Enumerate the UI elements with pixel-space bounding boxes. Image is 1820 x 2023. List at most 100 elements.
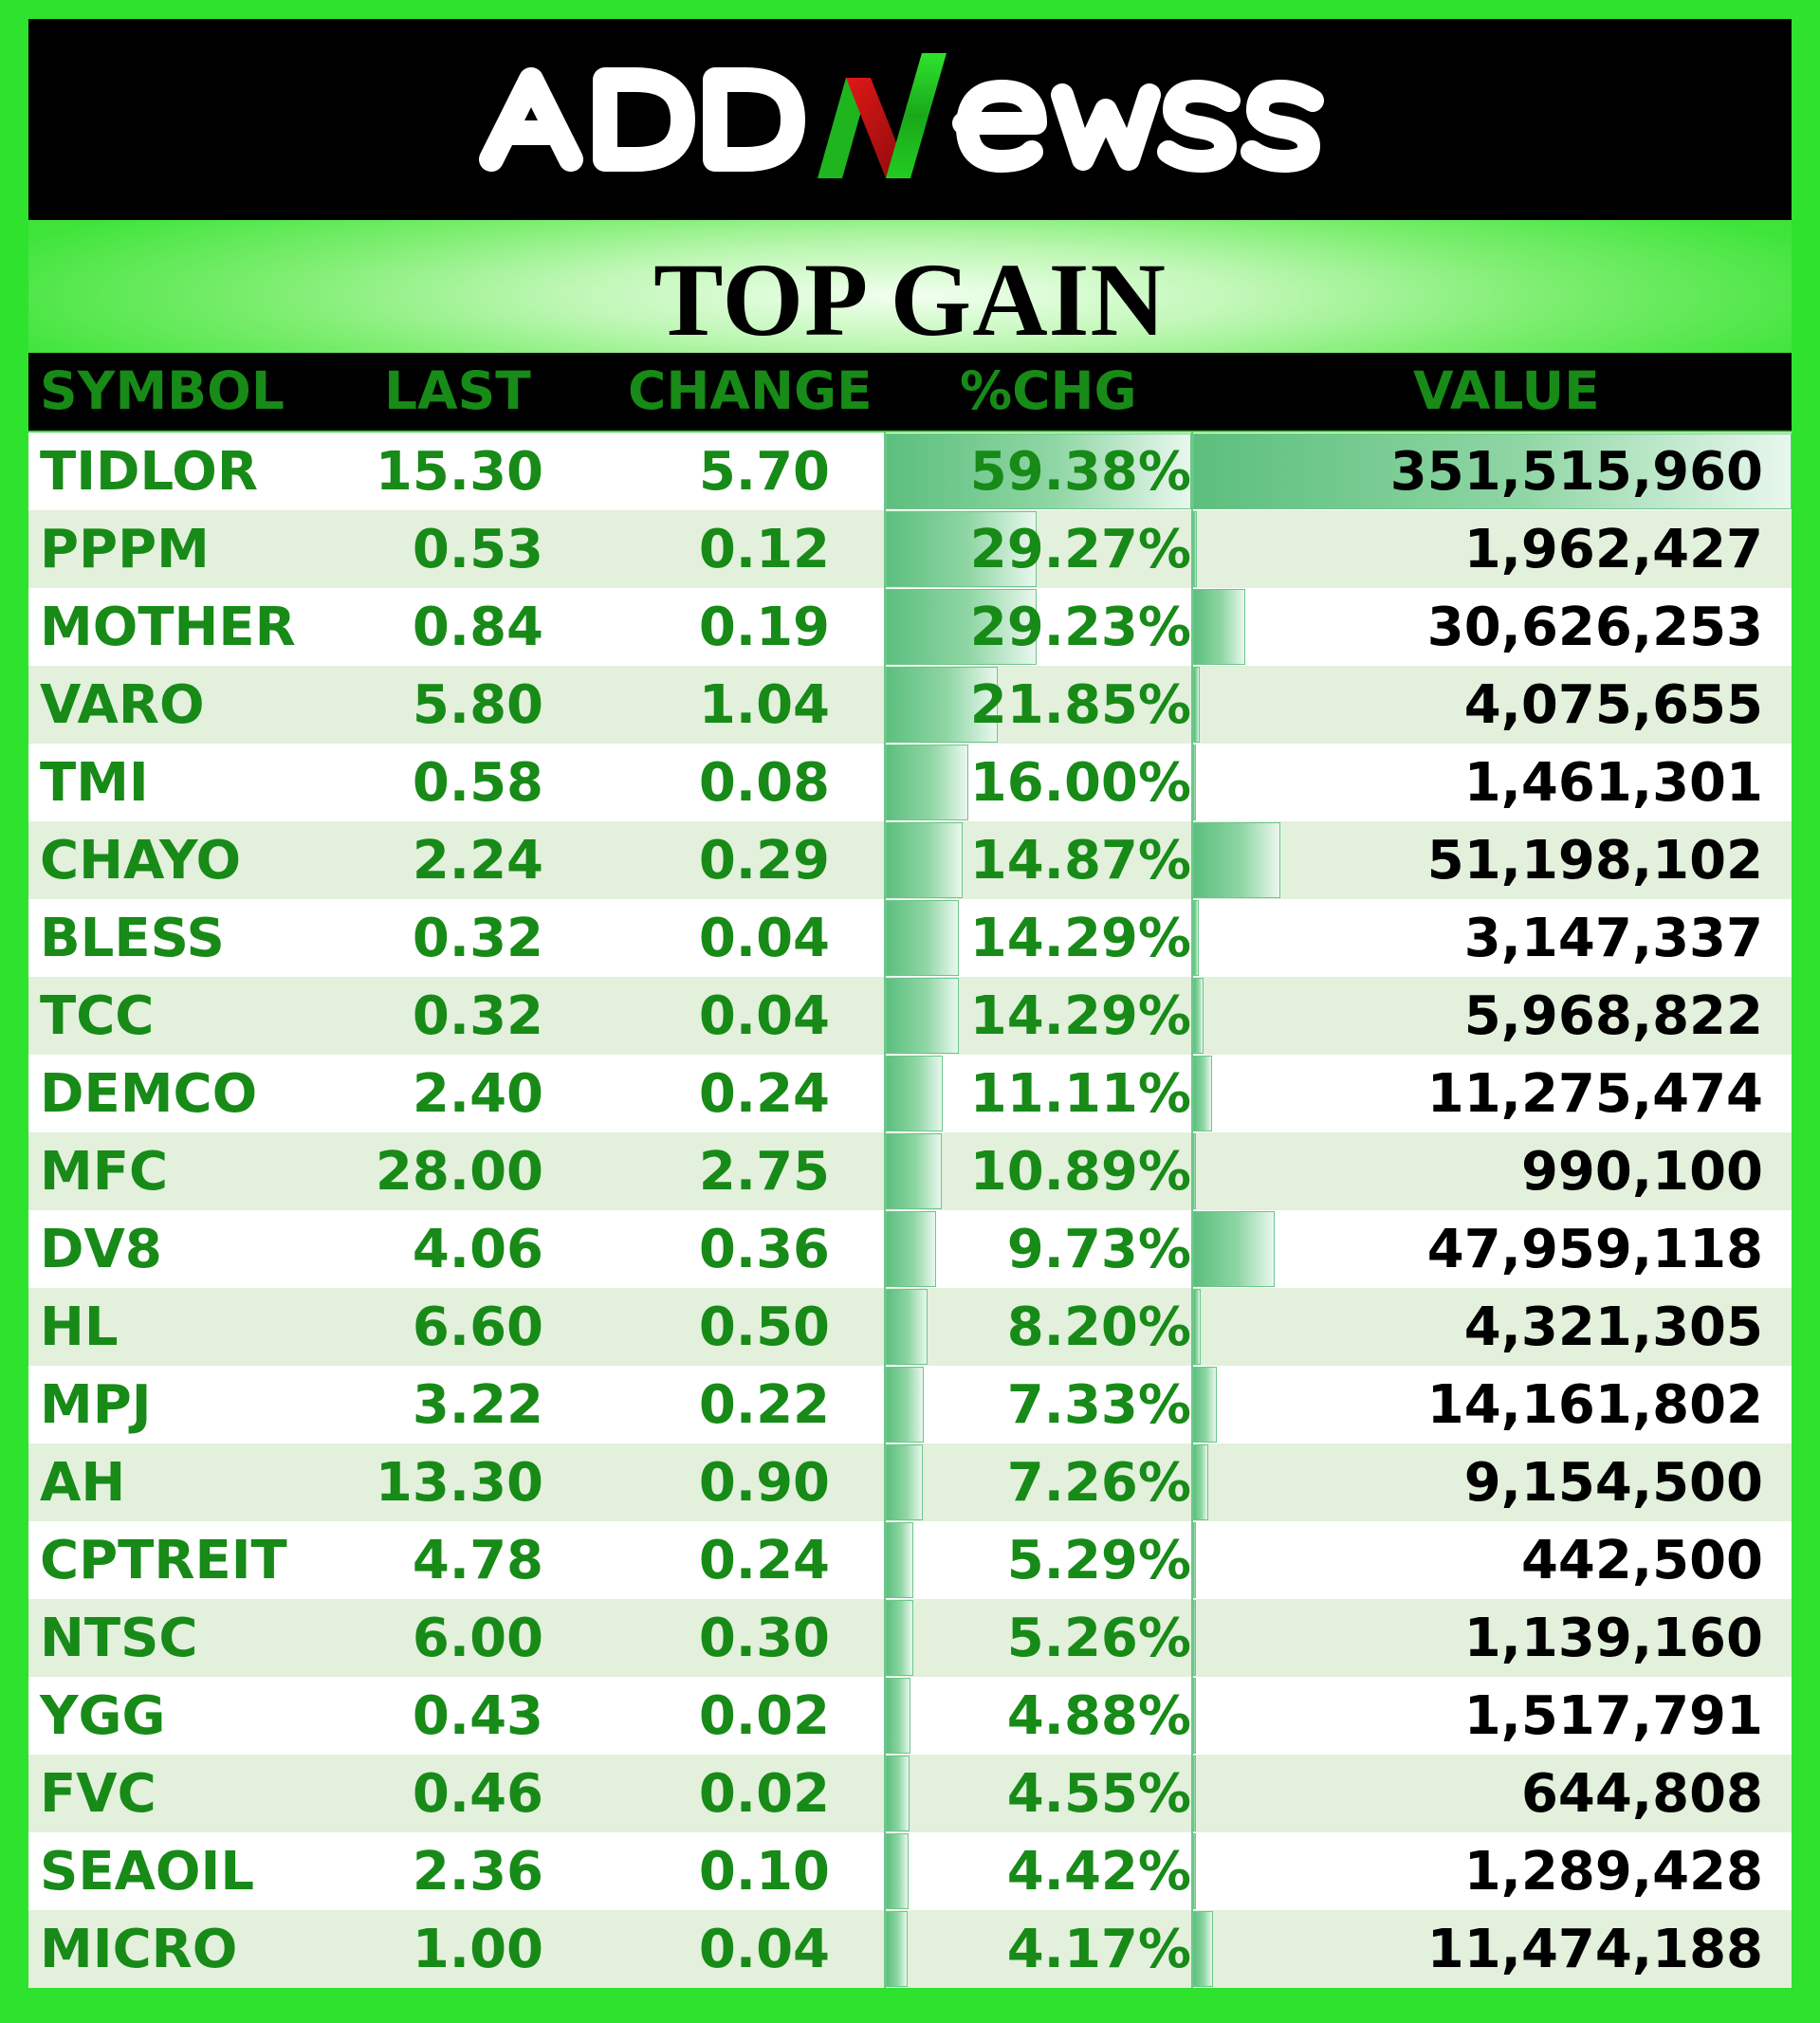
value-data-bar	[1193, 433, 1792, 509]
cell-last: 5.80	[412, 674, 543, 736]
cell-value: 9,154,500	[1463, 1452, 1763, 1514]
pct-bar-axis	[884, 1132, 886, 1210]
pct-bar-axis	[884, 1599, 886, 1677]
cell-change: 0.02	[698, 1685, 830, 1747]
value-bar-axis	[1191, 666, 1193, 744]
cell-value: 1,517,791	[1463, 1685, 1763, 1747]
cell-last: 2.40	[412, 1063, 543, 1125]
pct-bar-axis	[884, 1755, 886, 1832]
cell-change: 0.12	[698, 519, 830, 580]
value-bar-axis	[1191, 1444, 1193, 1521]
cell-last: 0.53	[412, 519, 543, 580]
table-row: DV8 4.06 0.36 9.73% 47,959,118	[28, 1210, 1792, 1288]
table-row: VARO 5.80 1.04 21.85% 4,075,655	[28, 666, 1792, 744]
pct-bar-axis	[884, 899, 886, 977]
pct-data-bar	[886, 1833, 909, 1909]
cell-pct: 7.33%	[1006, 1374, 1191, 1436]
col-last: LAST	[384, 360, 531, 421]
cell-value: 47,959,118	[1426, 1219, 1763, 1280]
cell-symbol: AH	[40, 1452, 126, 1514]
cell-change: 0.29	[698, 830, 830, 892]
pct-data-bar	[886, 900, 960, 976]
table-header: SYMBOL LAST CHANGE %CHG VALUE	[28, 353, 1792, 431]
table-row: AH 13.30 0.90 7.26% 9,154,500	[28, 1444, 1792, 1521]
value-data-bar	[1193, 1522, 1196, 1598]
cell-pct: 5.26%	[1006, 1608, 1191, 1669]
cell-last: 0.58	[412, 752, 543, 814]
cell-value: 644,808	[1520, 1763, 1763, 1825]
pct-data-bar	[886, 1211, 936, 1287]
cell-pct: 14.29%	[969, 985, 1191, 1047]
value-data-bar	[1193, 1056, 1213, 1131]
cell-last: 13.30	[375, 1452, 543, 1514]
cell-pct: 59.38%	[969, 441, 1191, 503]
cell-pct: 29.27%	[969, 519, 1191, 580]
col-symbol: SYMBOL	[40, 360, 285, 421]
cell-change: 2.75	[698, 1141, 830, 1203]
cell-last: 0.43	[412, 1685, 543, 1747]
table-row: MPJ 3.22 0.22 7.33% 14,161,802	[28, 1366, 1792, 1444]
cell-symbol: MOTHER	[40, 597, 296, 658]
cell-symbol: DEMCO	[40, 1063, 258, 1125]
cell-symbol: SEAOIL	[40, 1841, 255, 1903]
cell-last: 4.78	[412, 1530, 543, 1591]
value-bar-axis	[1191, 1832, 1193, 1910]
pct-bar-axis	[884, 432, 886, 510]
cell-symbol: NTSC	[40, 1608, 198, 1669]
value-bar-axis	[1191, 432, 1193, 510]
cell-symbol: DV8	[40, 1219, 162, 1280]
pct-data-bar	[886, 1600, 913, 1676]
cell-last: 3.22	[412, 1374, 543, 1436]
cell-value: 51,198,102	[1426, 830, 1763, 892]
value-data-bar	[1193, 1211, 1276, 1287]
value-bar-axis	[1191, 510, 1193, 588]
value-data-bar	[1193, 1678, 1196, 1754]
cell-last: 15.30	[375, 441, 543, 503]
title-banner: TOP GAIN	[28, 220, 1792, 372]
value-bar-axis	[1191, 899, 1193, 977]
cell-last: 6.00	[412, 1608, 543, 1669]
pct-bar-axis	[884, 1055, 886, 1132]
cell-value: 442,500	[1520, 1530, 1763, 1591]
table-row: CPTREIT 4.78 0.24 5.29% 442,500	[28, 1521, 1792, 1599]
cell-pct: 8.20%	[1006, 1297, 1191, 1358]
table-row: FVC 0.46 0.02 4.55% 644,808	[28, 1755, 1792, 1832]
pct-bar-axis	[884, 1910, 886, 1988]
cell-symbol: VARO	[40, 674, 205, 736]
cell-last: 4.06	[412, 1219, 543, 1280]
value-bar-axis	[1191, 1599, 1193, 1677]
cell-pct: 7.26%	[1006, 1452, 1191, 1514]
cell-value: 30,626,253	[1426, 597, 1763, 658]
cell-value: 990,100	[1520, 1141, 1763, 1203]
pct-data-bar	[886, 1522, 913, 1598]
pct-bar-axis	[884, 588, 886, 666]
cell-symbol: PPPM	[40, 519, 210, 580]
pct-data-bar	[886, 1367, 924, 1443]
pct-data-bar	[886, 1056, 944, 1131]
cell-last: 28.00	[375, 1141, 543, 1203]
cell-change: 0.02	[698, 1763, 830, 1825]
cell-symbol: YGG	[40, 1685, 166, 1747]
col-pct: %CHG	[960, 360, 1137, 421]
cell-symbol: MFC	[40, 1141, 169, 1203]
cell-value: 14,161,802	[1426, 1374, 1763, 1436]
cell-pct: 14.29%	[969, 908, 1191, 969]
value-data-bar	[1193, 900, 1199, 976]
table-row: SEAOIL 2.36 0.10 4.42% 1,289,428	[28, 1832, 1792, 1910]
cell-pct: 29.23%	[969, 597, 1191, 658]
value-data-bar	[1193, 1600, 1196, 1676]
pct-data-bar	[886, 1289, 928, 1365]
pct-data-bar	[886, 978, 960, 1054]
cell-change: 0.30	[698, 1608, 830, 1669]
cell-last: 6.60	[412, 1297, 543, 1358]
pct-data-bar	[886, 1756, 910, 1831]
value-data-bar	[1193, 1911, 1213, 1987]
value-data-bar	[1193, 1833, 1196, 1909]
cell-change: 0.10	[698, 1841, 830, 1903]
cell-change: 0.24	[698, 1530, 830, 1591]
cell-pct: 10.89%	[969, 1141, 1191, 1203]
cell-symbol: HL	[40, 1297, 119, 1358]
cell-value: 5,968,822	[1463, 985, 1763, 1047]
cell-symbol: BLESS	[40, 908, 225, 969]
pct-bar-axis	[884, 1832, 886, 1910]
